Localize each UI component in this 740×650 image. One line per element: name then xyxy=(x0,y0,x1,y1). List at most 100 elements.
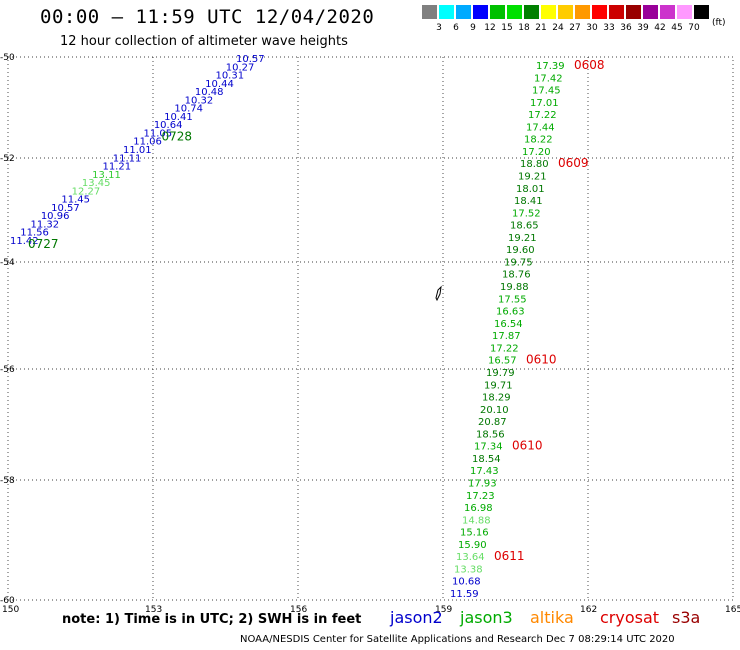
wave-height-value: 10.96 xyxy=(41,211,70,222)
lon-tick-label: 150 xyxy=(2,605,19,615)
color-scale-label: 42 xyxy=(654,23,666,33)
wave-height-value: 18.56 xyxy=(476,429,505,440)
color-scale-swatch xyxy=(473,5,489,19)
color-scale-label: 9 xyxy=(470,23,476,33)
wave-height-value: 19.71 xyxy=(484,380,513,391)
wave-height-value: 17.01 xyxy=(530,98,559,109)
lon-tick-label: 153 xyxy=(145,605,162,615)
color-scale-swatch xyxy=(660,5,676,19)
wave-height-value: 16.54 xyxy=(494,319,523,330)
color-scale-swatch xyxy=(439,5,455,19)
color-scale-unit: (ft) xyxy=(712,18,726,28)
wave-height-value: 13.64 xyxy=(456,552,485,563)
color-scale-swatch xyxy=(541,5,557,19)
wave-height-value: 20.10 xyxy=(480,405,509,416)
wave-height-value: 18.65 xyxy=(510,221,539,232)
pass-time-label: 0609 xyxy=(558,156,589,170)
pass-time-label: 0610 xyxy=(512,439,543,453)
wave-height-value: 13.45 xyxy=(82,178,111,189)
wave-height-value: 16.63 xyxy=(496,307,525,318)
satellite-s3a: s3a xyxy=(672,608,701,627)
satellite-altika: altika xyxy=(530,608,574,627)
color-scale-swatch xyxy=(575,5,591,19)
wave-height-value: 16.57 xyxy=(488,356,517,367)
lat-tick-label: -60 xyxy=(0,596,15,606)
wave-height-value: 17.22 xyxy=(528,110,557,121)
wave-height-value: 18.22 xyxy=(524,135,553,146)
wave-height-value: 17.45 xyxy=(532,86,561,97)
lat-tick-label: -58 xyxy=(0,476,15,486)
color-scale-swatch xyxy=(677,5,693,19)
pass-time-label: 0728 xyxy=(162,129,193,143)
wave-height-value: 15.16 xyxy=(460,528,489,539)
color-scale-label: 21 xyxy=(535,23,547,33)
wave-height-value: 19.79 xyxy=(486,368,515,379)
wave-height-value: 20.87 xyxy=(478,417,507,428)
wave-height-value: 17.23 xyxy=(466,491,495,502)
wave-height-value: 17.42 xyxy=(534,73,563,84)
wave-height-value: 17.22 xyxy=(490,343,519,354)
wave-height-labels: 10.5710.2710.3110.4410.4810.3210.7410.41… xyxy=(10,54,565,600)
color-scale-label: 36 xyxy=(620,23,632,33)
wave-height-value: 19.75 xyxy=(504,257,533,268)
wave-height-value: 12.27 xyxy=(72,186,101,197)
color-scale-swatch xyxy=(507,5,523,19)
wave-height-value: 17.93 xyxy=(468,478,497,489)
color-scale-label: 24 xyxy=(552,23,564,33)
wave-height-value: 18.76 xyxy=(502,270,531,281)
color-scale-swatch xyxy=(626,5,642,19)
wave-height-value: 10.41 xyxy=(164,112,193,123)
wave-height-value: 17.52 xyxy=(512,208,541,219)
wave-height-value: 10.27 xyxy=(226,62,255,73)
wave-height-value: 13.38 xyxy=(454,564,483,575)
wave-height-value: 19.60 xyxy=(506,245,535,256)
credit-line: NOAA/NESDIS Center for Satellite Applica… xyxy=(240,634,675,645)
wave-height-value: 10.32 xyxy=(185,95,214,106)
pass-time-label: 0727 xyxy=(28,237,59,251)
lat-tick-label: -50 xyxy=(0,53,15,63)
pass-time-labels: 0728 0727 0608 0609 0610 0610 0611 xyxy=(28,58,605,563)
wave-height-value: 18.54 xyxy=(472,454,501,465)
satellite-jason3: jason3 xyxy=(460,608,513,627)
wave-height-value: 11.06 xyxy=(133,137,162,148)
lon-tick-label: 159 xyxy=(435,605,452,615)
color-scale-label: 39 xyxy=(637,23,649,33)
wave-height-value: 10.31 xyxy=(215,71,244,82)
lon-tick-label: 156 xyxy=(290,605,307,615)
color-scale-swatch xyxy=(490,5,506,19)
lat-tick-label: -56 xyxy=(0,365,15,375)
wave-height-value: 11.11 xyxy=(113,153,142,164)
color-scale-swatch xyxy=(422,5,438,19)
pass-time-label: 0610 xyxy=(526,353,557,367)
wave-height-value: 10.57 xyxy=(236,54,265,65)
wave-height-value: 10.74 xyxy=(174,104,203,115)
wave-height-value: 18.80 xyxy=(520,159,549,170)
lon-tick-label: 162 xyxy=(580,605,597,615)
wave-height-value: 17.34 xyxy=(474,442,503,453)
wave-height-value: 11.21 xyxy=(102,162,131,173)
wave-height-value: 17.39 xyxy=(536,61,565,72)
wave-height-value: 10.44 xyxy=(205,79,234,90)
map-grid: 150 153 156 159 162 165 -50 -52 -54 -56 -58 -60 xyxy=(0,53,740,615)
footer-note: note: 1) Time is in UTC; 2) SWH is in fe… xyxy=(62,612,362,627)
wave-height-value: 17.20 xyxy=(522,147,551,158)
color-scale-label: 45 xyxy=(671,23,683,33)
wave-height-value: 19.21 xyxy=(518,172,547,183)
color-scale-label: 30 xyxy=(586,23,598,33)
wave-height-value: 11.59 xyxy=(450,589,479,600)
color-scale-swatch xyxy=(524,5,540,19)
color-scale-label: 27 xyxy=(569,23,581,33)
wave-height-value: 11.45 xyxy=(61,195,90,206)
wave-height-value: 11.32 xyxy=(31,219,60,230)
wave-height-value: 13.11 xyxy=(92,170,121,181)
color-scale-label: 12 xyxy=(484,23,496,33)
wave-height-value: 17.87 xyxy=(492,331,521,342)
lon-tick-label: 165 xyxy=(725,605,740,615)
wave-height-value: 17.44 xyxy=(526,122,555,133)
wave-height-value: 11.56 xyxy=(20,228,49,239)
wave-height-value: 17.43 xyxy=(470,466,499,477)
lat-tick-label: -54 xyxy=(0,258,15,268)
wave-height-value: 11.05 xyxy=(144,128,173,139)
color-scale-swatch xyxy=(694,5,710,19)
